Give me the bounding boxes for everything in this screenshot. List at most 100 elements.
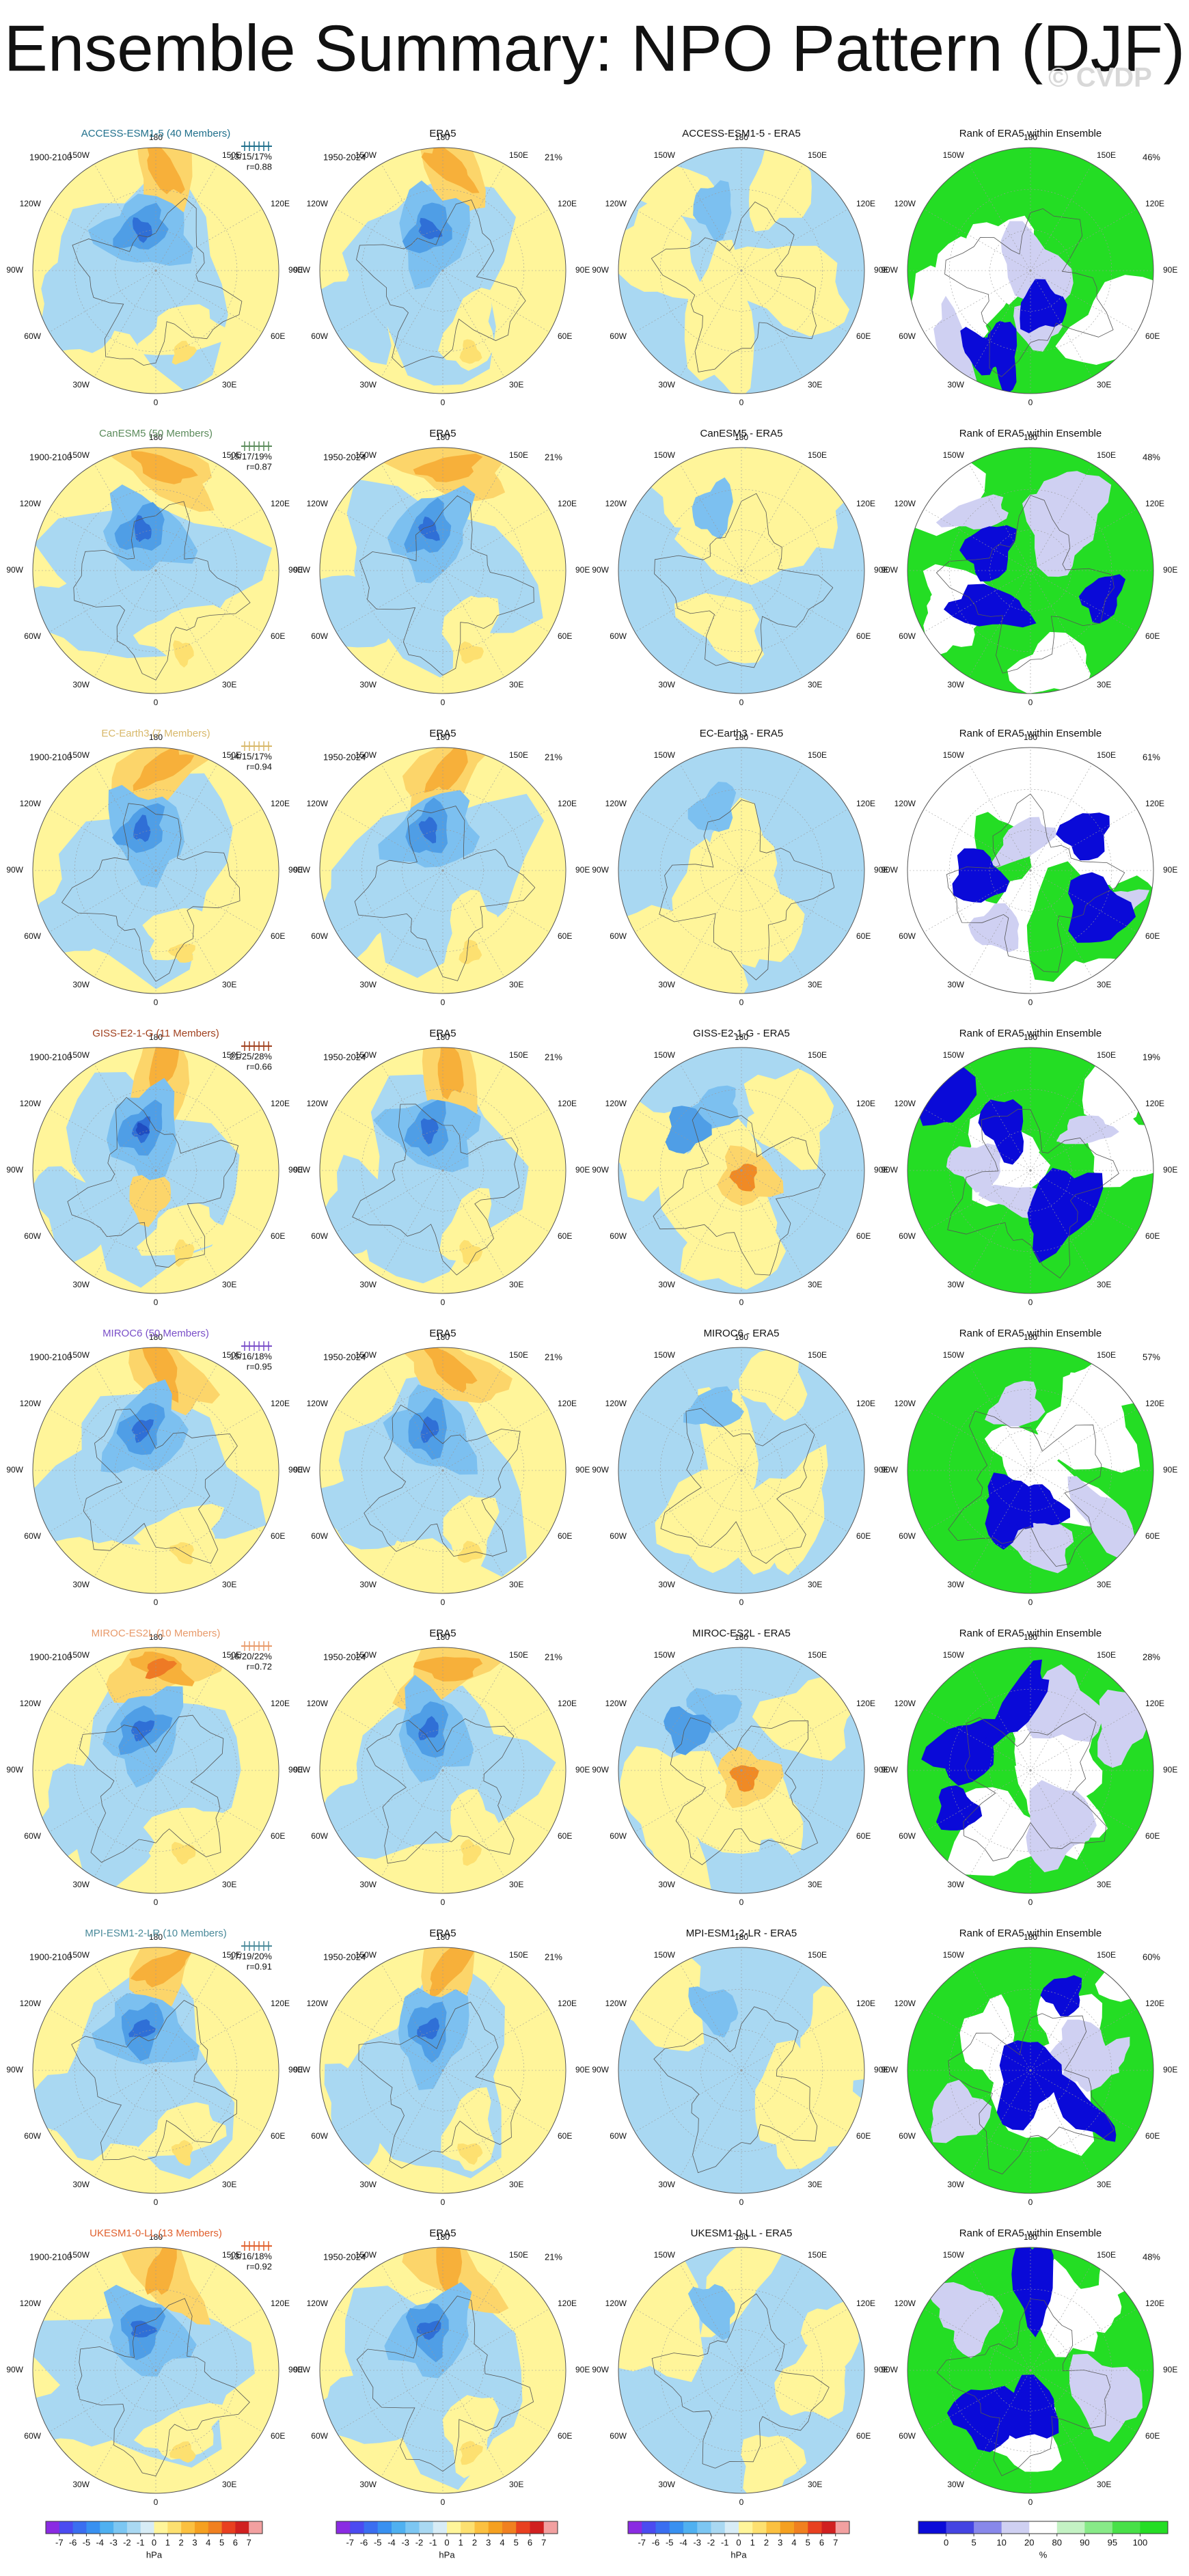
map-shade [986, 1479, 1034, 1529]
longitude-label: 150W [654, 2250, 676, 2260]
meridian-line [968, 463, 1031, 571]
longitude-label: 0 [154, 1298, 159, 1307]
longitude-label: 30W [947, 680, 964, 689]
coastline [659, 799, 835, 981]
correlation-label: r=0.95 [247, 1361, 272, 1371]
map-shade [931, 2079, 992, 2143]
longitude-label: 180 [735, 732, 748, 742]
map-shade [420, 1416, 439, 1443]
longitude-label: 150W [68, 150, 90, 160]
latitude-line [115, 2029, 197, 2111]
meridian-line [634, 808, 742, 871]
panel-title: GISS-E2-1-G (11 Members) [92, 1028, 219, 1039]
latitude-line [948, 2288, 1112, 2452]
longitude-label: 30E [509, 680, 523, 689]
latitude-line [659, 489, 823, 653]
longitude-label: 30W [359, 2480, 377, 2489]
longitude-label: 90W [592, 1165, 609, 1175]
longitude-label: 90W [592, 1465, 609, 1475]
meridian-line [968, 1770, 1031, 1878]
longitude-label: 30W [947, 2180, 964, 2189]
meridian-line [442, 1108, 550, 1171]
meridian-line [679, 2370, 742, 2478]
period-label: 1900-2100 [29, 1052, 72, 1062]
longitude-label: 90E [874, 2365, 888, 2374]
map-shade [1007, 631, 1091, 694]
map-shade [665, 1106, 712, 1154]
longitude-label: 150W [943, 450, 965, 460]
map-shade [130, 1947, 193, 1988]
meridian-line [741, 1963, 804, 2071]
colorbar-tick-label: 7 [247, 2537, 251, 2547]
map-panel [33, 148, 279, 394]
longitude-label: 180 [436, 133, 450, 142]
longitude-label: 0 [739, 1298, 744, 1307]
map-panel [907, 448, 1153, 694]
meridian-line [741, 1363, 804, 1471]
colorbar-box [140, 2521, 154, 2534]
meridian-line [94, 2070, 156, 2178]
longitude-label: 150E [808, 2250, 827, 2260]
latitude-line [989, 530, 1071, 612]
meridian-line [442, 2370, 505, 2478]
map-panel [618, 448, 864, 694]
map-panel [907, 1947, 1153, 2193]
meridian-line [442, 2008, 550, 2071]
longitude-label: 180 [1024, 1332, 1037, 1342]
meridian-line [968, 1663, 1031, 1771]
longitude-label: 30E [1097, 380, 1111, 389]
longitude-label: 30E [1097, 1880, 1111, 1889]
colorbar-tick-label: -1 [721, 2537, 729, 2547]
meridian-line [94, 570, 156, 678]
longitude-label: 30W [658, 2480, 675, 2489]
longitude-label: 180 [436, 1632, 450, 1642]
rank-label: 19% [1143, 1052, 1160, 1062]
panel-title: ACCESS-ESM1-5 (40 Members) [81, 128, 230, 139]
longitude-label: 30W [72, 2180, 90, 2189]
meridian-line [968, 1470, 1031, 1578]
meridian-line [336, 570, 443, 633]
longitude-label: 180 [735, 133, 748, 142]
longitude-label: 150E [509, 1350, 528, 1360]
colorbar-tick-label: 2 [179, 2537, 184, 2547]
meridian-line [741, 570, 849, 633]
colorbar-tick-label: 2 [764, 2537, 769, 2547]
longitude-label: 150W [355, 150, 377, 160]
longitude-label: 120E [558, 499, 577, 508]
latitude-line [948, 489, 1112, 653]
map-panel [320, 2247, 566, 2493]
longitude-label: 120W [307, 499, 329, 508]
longitude-label: 120W [605, 499, 627, 508]
longitude-label: 60E [271, 331, 285, 341]
map-outline [618, 1347, 865, 1594]
longitude-label: 90W [6, 1465, 23, 1475]
colorbar-tick-label: -7 [638, 2537, 646, 2547]
meridian-line [49, 1708, 156, 1771]
map-shade [687, 2284, 735, 2340]
map-shade [984, 1425, 1067, 1483]
longitude-label: 60E [1145, 631, 1160, 641]
map-shade [926, 2282, 994, 2331]
longitude-label: 150W [68, 1050, 90, 1060]
map-panel [320, 1347, 566, 1593]
map-shade [33, 1166, 116, 1263]
longitude-label: 30E [509, 1880, 523, 1889]
meridian-line [968, 1363, 1031, 1471]
colorbar-box [697, 2521, 711, 2534]
meridian-line [336, 1470, 443, 1533]
map-shade [933, 296, 978, 394]
longitude-label: 60W [610, 2431, 627, 2441]
map-shade [131, 1419, 154, 1443]
meridian-line [679, 1470, 742, 1578]
longitude-label: 90E [288, 2365, 303, 2374]
meridian-line [741, 163, 804, 271]
meridian-line [49, 1470, 156, 1533]
meridian-line [49, 1170, 156, 1233]
panel-title: ERA5 [429, 1328, 456, 1339]
meridian-line [155, 2070, 263, 2133]
map-shade [1097, 1689, 1149, 1768]
longitude-label: 0 [1028, 1298, 1033, 1307]
map-outline [32, 1347, 279, 1594]
meridian-line [155, 1708, 263, 1771]
longitude-label: 30E [222, 980, 236, 989]
